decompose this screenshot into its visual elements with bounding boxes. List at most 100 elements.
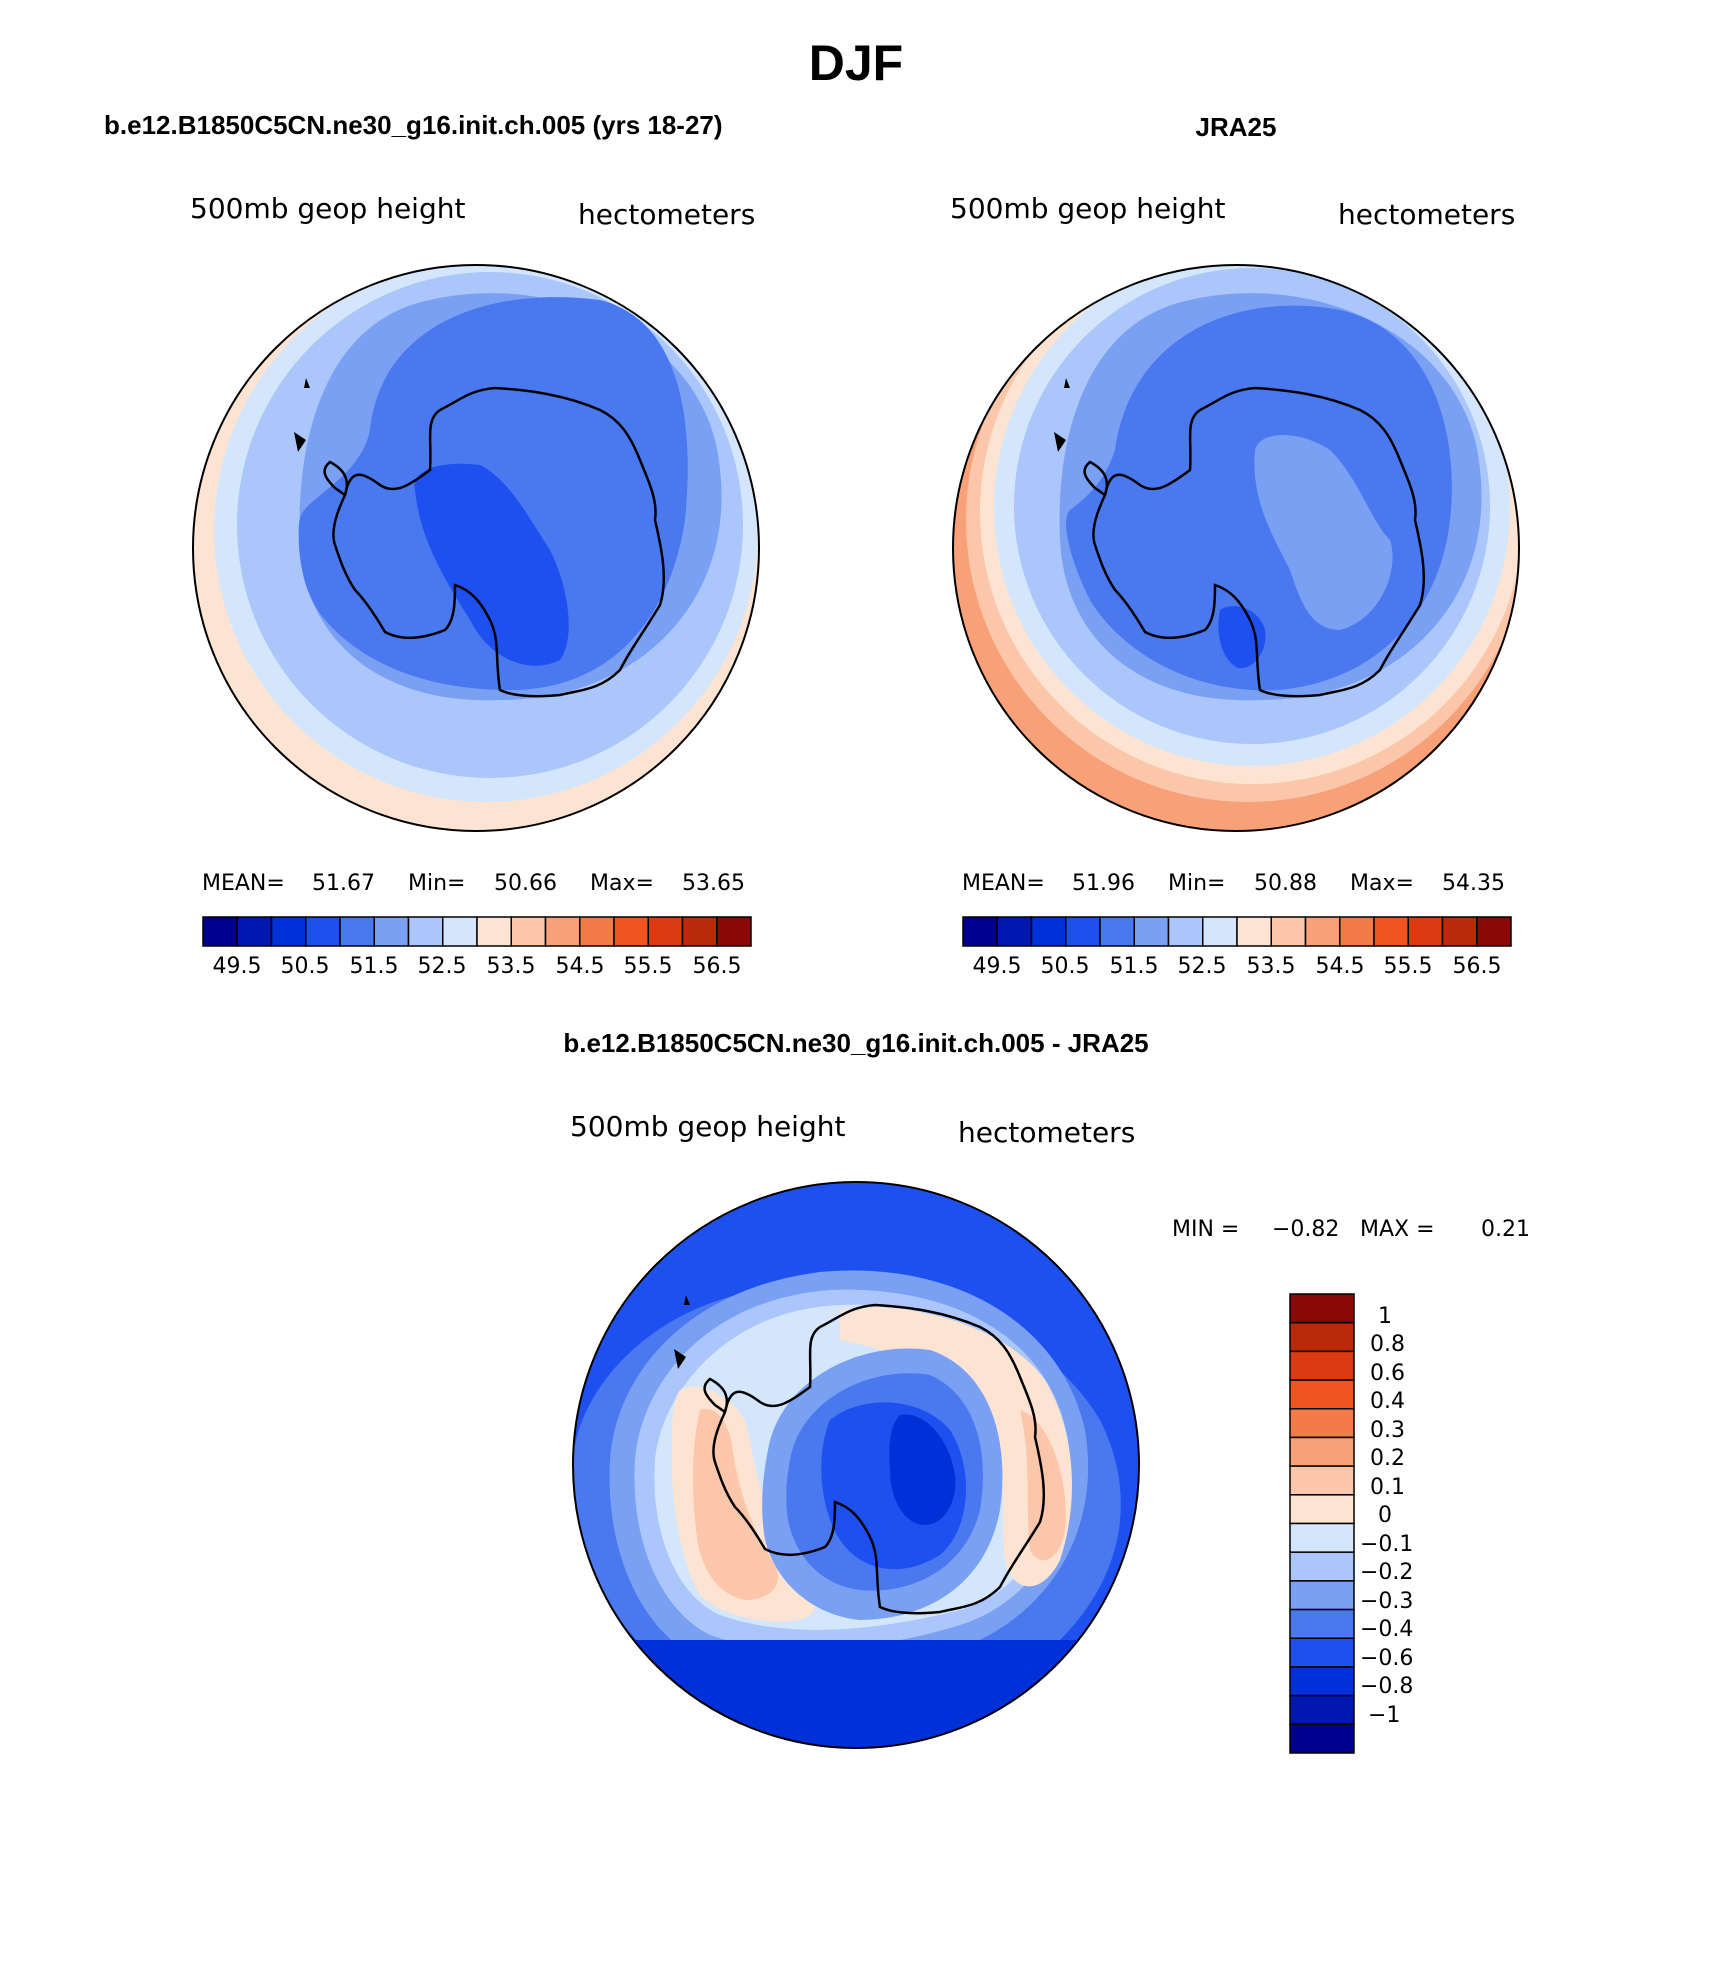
panel-model-colorbar-label: 54.5	[556, 954, 605, 979]
panel-obs-heading: JRA25	[1196, 112, 1277, 142]
panel-obs-colorbar-labels: 49.5 50.5 51.5 52.5 53.5 54.5 55.5 56.5	[973, 954, 1502, 979]
colorbar-swatch	[510, 916, 547, 947]
panel-model-max-label: Max=	[590, 871, 654, 896]
colorbar-swatch	[544, 916, 581, 947]
panel-diff-colorbar-label: −0.2	[1360, 1560, 1413, 1585]
panel-model-colorbar	[202, 916, 752, 947]
colorbar-swatch	[579, 916, 615, 947]
panel-diff-colorbar-label: −0.4	[1360, 1617, 1413, 1642]
colorbar-swatch	[1339, 916, 1375, 947]
colorbar-swatch	[962, 916, 998, 947]
panel-model-colorbar-label: 56.5	[693, 954, 742, 979]
panel-diff-colorbar-label: 0.4	[1370, 1389, 1405, 1414]
colorbar-swatch	[476, 916, 512, 947]
panel-model: b.e12.B1850C5CN.ne30_g16.init.ch.005 (yr…	[104, 110, 760, 979]
panel-diff-colorbar-labels: 1 0.8 0.6 0.4 0.3 0.2 0.1 0 −0.1 −0.2 −0…	[1360, 1304, 1413, 1728]
colorbar-swatch	[1236, 916, 1272, 947]
panel-model-mean-value: 51.67	[312, 871, 375, 896]
panel-model-map	[193, 265, 759, 831]
panel-diff-colorbar-label: 1	[1378, 1304, 1392, 1329]
antarctica-coastline-model	[323, 386, 666, 698]
panel-obs-max-value: 54.35	[1442, 871, 1505, 896]
colorbar-swatch	[1289, 1694, 1355, 1726]
colorbar-swatch	[1099, 916, 1135, 947]
panel-diff-minmax: MIN = −0.82 MAX = 0.21	[1172, 1217, 1530, 1242]
panel-diff-heading: b.e12.B1850C5CN.ne30_g16.init.ch.005 - J…	[563, 1028, 1148, 1058]
colorbar-swatch	[236, 916, 273, 947]
colorbar-swatch	[1476, 916, 1512, 947]
panel-diff-colorbar-label: 0.2	[1370, 1446, 1405, 1471]
colorbar-swatch	[1289, 1321, 1355, 1353]
panel-model-colorbar-label: 51.5	[350, 954, 399, 979]
colorbar-swatch	[1289, 1522, 1355, 1553]
colorbar-swatch	[1289, 1436, 1355, 1467]
panel-diff-colorbar	[1289, 1293, 1355, 1754]
colorbar-swatch	[1289, 1494, 1355, 1525]
panel-obs-field-label: 500mb geop height	[950, 192, 1225, 225]
panel-obs-colorbar-label: 56.5	[1453, 954, 1502, 979]
panel-diff-colorbar-label: −0.8	[1360, 1674, 1413, 1699]
colorbar-swatch	[613, 916, 649, 947]
panel-diff-map	[573, 1182, 1139, 1748]
colorbar-swatch	[1030, 916, 1067, 947]
colorbar-swatch	[1289, 1580, 1355, 1611]
panel-model-map-border	[192, 264, 760, 832]
panel-model-colorbar-label: 49.5	[213, 954, 262, 979]
panel-obs-min-label: Min=	[1168, 871, 1225, 896]
colorbar-swatch	[716, 916, 752, 947]
panel-diff-max-value: 0.21	[1481, 1217, 1530, 1242]
panel-obs: JRA25 500mb geop height hectometers MEAN…	[950, 112, 1520, 979]
antarctica-coastline-obs	[1083, 386, 1426, 698]
panel-model-max-value: 53.65	[682, 871, 745, 896]
colorbar-swatch	[1167, 916, 1204, 947]
panel-diff-colorbar-label: 0.3	[1370, 1418, 1405, 1443]
colorbar-swatch	[1289, 1608, 1355, 1640]
panel-obs-colorbar-label: 55.5	[1384, 954, 1433, 979]
panel-obs-map	[953, 265, 1519, 831]
panel-diff-max-label: MAX =	[1360, 1217, 1435, 1242]
colorbar-swatch	[1407, 916, 1444, 947]
panel-obs-stats: MEAN= 51.96 Min= 50.88 Max= 54.35	[962, 871, 1505, 896]
figure-title: DJF	[809, 35, 903, 91]
panel-obs-colorbar-label: 54.5	[1316, 954, 1365, 979]
panel-diff-map-border	[572, 1181, 1140, 1749]
colorbar-swatch	[270, 916, 307, 947]
panel-model-mean-label: MEAN=	[202, 871, 285, 896]
colorbar-swatch	[1202, 916, 1238, 947]
colorbar-swatch	[996, 916, 1033, 947]
panel-model-stats: MEAN= 51.67 Min= 50.66 Max= 53.65	[202, 871, 745, 896]
panel-model-units-label: hectometers	[578, 198, 755, 231]
panel-obs-units-label: hectometers	[1338, 198, 1515, 231]
panel-diff-colorbar-label: −0.3	[1360, 1589, 1413, 1614]
panel-obs-colorbar	[962, 916, 1512, 947]
panel-obs-mean-value: 51.96	[1072, 871, 1135, 896]
panel-obs-mean-label: MEAN=	[962, 871, 1045, 896]
panel-model-colorbar-label: 53.5	[487, 954, 536, 979]
antarctica-coastline-diff	[703, 1303, 1046, 1615]
panel-model-colorbar-label: 55.5	[624, 954, 673, 979]
panel-obs-colorbar-label: 50.5	[1041, 954, 1090, 979]
colorbar-swatch	[1441, 916, 1478, 947]
colorbar-swatch	[202, 916, 238, 947]
colorbar-swatch	[1289, 1637, 1355, 1668]
panel-model-colorbar-label: 50.5	[281, 954, 330, 979]
panel-model-colorbar-labels: 49.5 50.5 51.5 52.5 53.5 54.5 55.5 56.5	[213, 954, 742, 979]
panel-model-min-label: Min=	[408, 871, 465, 896]
panel-obs-colorbar-label: 52.5	[1178, 954, 1227, 979]
colorbar-swatch	[647, 916, 684, 947]
panel-diff-colorbar-label: 0.8	[1370, 1332, 1405, 1357]
panel-diff-min-label: MIN =	[1172, 1217, 1239, 1242]
panel-diff-colorbar-label: −0.1	[1360, 1532, 1413, 1557]
panel-diff-colorbar-label: 0.1	[1370, 1475, 1405, 1500]
panel-model-field-label: 500mb geop height	[190, 192, 465, 225]
panel-obs-colorbar-label: 49.5	[973, 954, 1022, 979]
colorbar-swatch	[1289, 1379, 1355, 1410]
panel-diff-colorbar-label: 0.6	[1370, 1361, 1405, 1386]
colorbar-swatch	[339, 916, 375, 947]
panel-diff-units-label: hectometers	[958, 1116, 1135, 1149]
panel-diff-colorbar-label: −0.6	[1360, 1646, 1413, 1671]
colorbar-swatch	[1289, 1408, 1355, 1439]
colorbar-swatch	[1289, 1293, 1355, 1324]
panel-obs-max-label: Max=	[1350, 871, 1414, 896]
colorbar-swatch	[1133, 916, 1170, 947]
